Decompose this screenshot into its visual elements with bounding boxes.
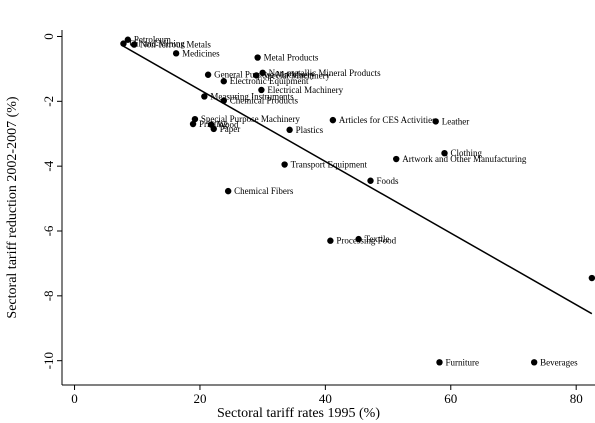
data-point <box>191 115 199 123</box>
data-point <box>281 161 288 168</box>
data-point <box>254 54 261 61</box>
fit-line-group <box>123 45 593 315</box>
data-point <box>329 116 337 124</box>
data-point <box>432 118 439 125</box>
data-point <box>220 97 227 104</box>
data-point-label: Electronic Equipment <box>230 76 309 86</box>
data-point-label: Plastics <box>296 125 324 135</box>
data-point-label: Petroleum <box>134 35 171 45</box>
data-point <box>367 177 374 184</box>
data-point <box>588 274 595 282</box>
data-point-label: Medicines <box>182 48 220 58</box>
data-point <box>286 126 293 134</box>
data-point-label: Leather <box>442 116 469 126</box>
x-tick-label: 80 <box>570 391 583 406</box>
data-point <box>224 187 232 195</box>
data-point <box>172 50 180 57</box>
data-point-label: Non-metallic Mineral Products <box>269 68 381 78</box>
data-point-label: Articles for CES Activities <box>339 115 436 125</box>
data-point <box>259 69 266 76</box>
y-tick-label: -8 <box>41 290 56 301</box>
data-point-label: Electrical Machinery <box>267 85 343 95</box>
data-point <box>130 41 138 48</box>
x-tick-label: 20 <box>193 391 206 406</box>
data-point-label: Artwork and Other Manufacturing <box>402 154 527 164</box>
data-point <box>201 93 208 100</box>
y-tick-label: -10 <box>41 352 56 369</box>
data-point <box>327 237 334 244</box>
data-point <box>220 78 227 85</box>
y-axis-title: Sectoral tariff reduction 2002-2007 (%) <box>5 96 20 318</box>
data-point-label: Processing Food <box>336 236 396 246</box>
axes: 0 20 40 60 80 0 -2 -4 -6 -8 -10 <box>41 30 595 406</box>
data-point-label: Non-ferrous Metals <box>140 40 211 50</box>
x-tick-label: 60 <box>444 391 457 406</box>
data-point-label: Transport Equipment <box>291 160 368 170</box>
data-point-label: Metal Products <box>264 53 319 63</box>
y-tick-label: 0 <box>41 33 56 40</box>
data-point-label: General Purpose Machinery <box>214 70 315 80</box>
data-point <box>189 120 197 128</box>
data-point <box>253 72 260 79</box>
y-tick-label: -6 <box>41 225 56 236</box>
data-point-label: Printing <box>199 119 229 129</box>
data-point-label: Special Purpose Machinery <box>201 114 300 124</box>
data-point <box>355 235 362 243</box>
data-point <box>210 125 217 133</box>
points-group <box>120 36 595 366</box>
data-point-label: Special Machinery <box>262 70 330 80</box>
data-point-label: Clothing <box>451 148 483 158</box>
data-point-label: Chemical Fibers <box>234 186 294 196</box>
data-point-label: Beverages <box>540 357 578 367</box>
data-point <box>530 359 538 366</box>
data-point <box>393 155 400 163</box>
data-point <box>124 36 132 43</box>
data-point <box>120 40 127 47</box>
data-point-label: Measuring Instruments <box>210 91 294 101</box>
data-point-label: Paper <box>220 124 241 134</box>
data-point-label: Foods <box>377 176 400 186</box>
data-point-label: Wood <box>217 120 239 130</box>
x-axis-title: Sectoral tariff rates 1995 (%) <box>217 406 380 421</box>
data-point-label: Oil and Mining <box>129 39 185 49</box>
data-point-label: Textile <box>365 234 390 244</box>
data-point <box>436 359 443 366</box>
data-point <box>258 86 265 94</box>
x-tick-label: 40 <box>319 391 332 406</box>
x-tick-label: 0 <box>71 391 78 406</box>
data-point-label: Furniture <box>445 357 479 367</box>
data-point <box>441 149 448 157</box>
data-point-label: Chemical Products <box>230 96 299 106</box>
fit-line <box>123 45 593 315</box>
data-point <box>204 71 212 78</box>
y-tick-label: -2 <box>41 96 56 107</box>
y-tick-label: -4 <box>41 160 56 171</box>
